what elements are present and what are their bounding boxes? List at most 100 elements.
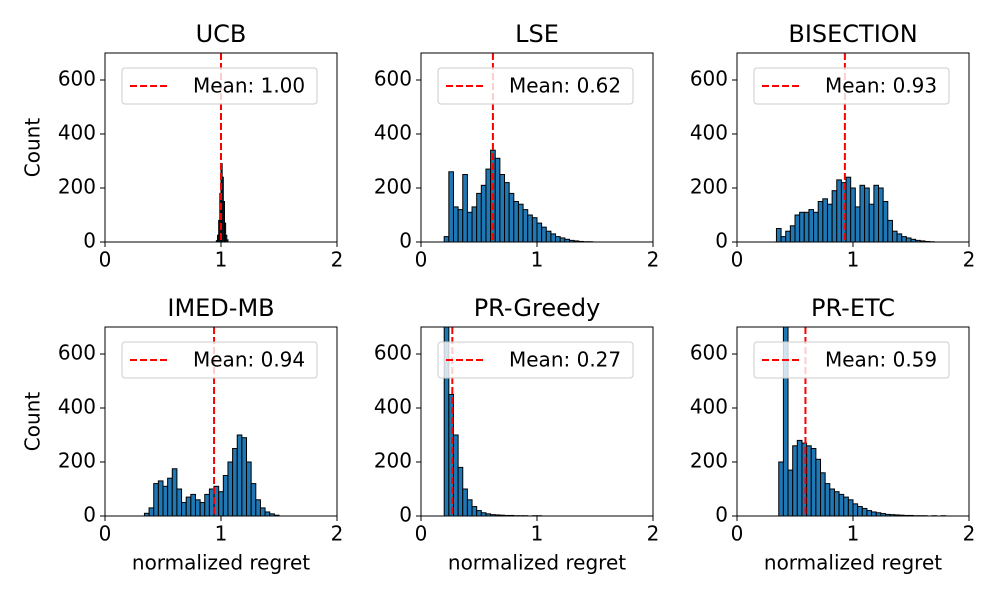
bar	[527, 214, 533, 242]
bar	[232, 448, 238, 516]
x-tick-label: 2	[963, 522, 976, 546]
bar	[499, 174, 506, 242]
bar	[782, 327, 789, 516]
legend-box	[121, 341, 318, 379]
bar	[545, 230, 552, 242]
y-tick-label: 200	[690, 175, 728, 199]
y-tick-label: 0	[715, 503, 728, 527]
bar	[550, 233, 557, 242]
x-tick-label: 0	[415, 248, 428, 272]
y-tick-label: 400	[690, 121, 728, 145]
bar	[843, 496, 849, 516]
bar	[813, 211, 819, 242]
y-tick-label: 200	[58, 175, 96, 199]
legend-box	[121, 67, 318, 105]
legend-box	[753, 341, 950, 379]
y-tick-label: 200	[58, 449, 96, 473]
legend-label: Mean: 0.93	[825, 74, 937, 98]
bar	[448, 171, 454, 242]
bar	[775, 228, 782, 242]
bar	[838, 493, 845, 516]
bar	[891, 230, 898, 242]
bar	[476, 192, 482, 242]
bar	[246, 461, 252, 516]
bar	[806, 445, 812, 516]
y-tick-label: 600	[690, 67, 728, 91]
subplot: UCB 0 1 2 0 200 400 600 Count Mean: 1.00	[21, 20, 344, 272]
bar	[462, 174, 468, 242]
bar	[836, 179, 842, 242]
bar	[255, 499, 261, 516]
subplot-title: PR-ETC	[811, 294, 895, 322]
bar	[236, 434, 243, 516]
y-tick-label: 400	[58, 395, 96, 419]
bar	[471, 506, 478, 516]
plot-area	[443, 53, 594, 242]
x-axis-label: normalized regret	[448, 551, 626, 575]
legend-box	[753, 67, 950, 105]
bar	[866, 510, 873, 516]
x-tick-label: 2	[647, 522, 660, 546]
bar	[847, 499, 854, 516]
plot-area	[778, 327, 947, 516]
bar	[541, 226, 547, 242]
y-tick-label: 200	[374, 449, 412, 473]
bar	[531, 217, 538, 242]
legend: Mean: 0.62	[437, 67, 634, 105]
bar	[792, 445, 798, 516]
bar	[864, 187, 870, 242]
subplot-title: LSE	[515, 20, 559, 48]
y-tick-label: 400	[58, 121, 96, 145]
bar	[831, 190, 838, 242]
bar	[822, 198, 828, 242]
y-tick-label: 600	[58, 67, 96, 91]
subplot: PR-Greedy 0 1 2 0 200 400 600 normalized regret M…	[374, 294, 660, 575]
bar	[227, 461, 234, 516]
bar	[799, 211, 805, 242]
bar	[148, 507, 155, 516]
bar	[850, 187, 856, 242]
legend-label: Mean: 1.00	[193, 74, 305, 98]
bar	[466, 499, 473, 516]
x-tick-label: 2	[331, 522, 344, 546]
bar	[857, 506, 863, 516]
bar	[471, 206, 478, 242]
y-tick-label: 600	[374, 341, 412, 365]
subplot: BISECTION 0 1 2 0 200 400 600 Mean: 0.93	[690, 20, 976, 272]
bar	[480, 184, 487, 242]
bar	[859, 184, 866, 242]
bar	[901, 236, 907, 242]
subplot: LSE 0 1 2 0 200 400 600 Mean: 0.62	[374, 20, 660, 272]
bar	[508, 192, 515, 242]
x-tick-label: 2	[647, 248, 660, 272]
bar	[185, 496, 192, 516]
bar	[476, 510, 482, 516]
bar	[153, 483, 159, 516]
bar	[171, 468, 178, 516]
bar	[157, 480, 164, 516]
bar	[443, 236, 450, 242]
bar	[504, 182, 510, 242]
legend-label: Mean: 0.62	[509, 74, 621, 98]
legend: Mean: 0.93	[753, 67, 950, 105]
bar	[780, 236, 787, 242]
x-tick-label: 0	[99, 522, 112, 546]
bar	[871, 511, 877, 516]
bar	[817, 201, 824, 242]
y-tick-label: 600	[374, 67, 412, 91]
bar	[241, 437, 248, 516]
subplot-title: PR-Greedy	[474, 294, 601, 322]
y-tick-label: 0	[399, 229, 412, 253]
y-tick-label: 0	[399, 503, 412, 527]
x-tick-label: 2	[963, 248, 976, 272]
bar	[559, 237, 566, 242]
plot-area	[143, 327, 280, 516]
y-tick-label: 0	[83, 503, 96, 527]
legend-box	[437, 341, 634, 379]
x-tick-label: 1	[215, 248, 228, 272]
x-tick-label: 1	[215, 522, 228, 546]
bar	[555, 236, 561, 242]
y-tick-label: 600	[690, 341, 728, 365]
x-tick-label: 0	[731, 248, 744, 272]
